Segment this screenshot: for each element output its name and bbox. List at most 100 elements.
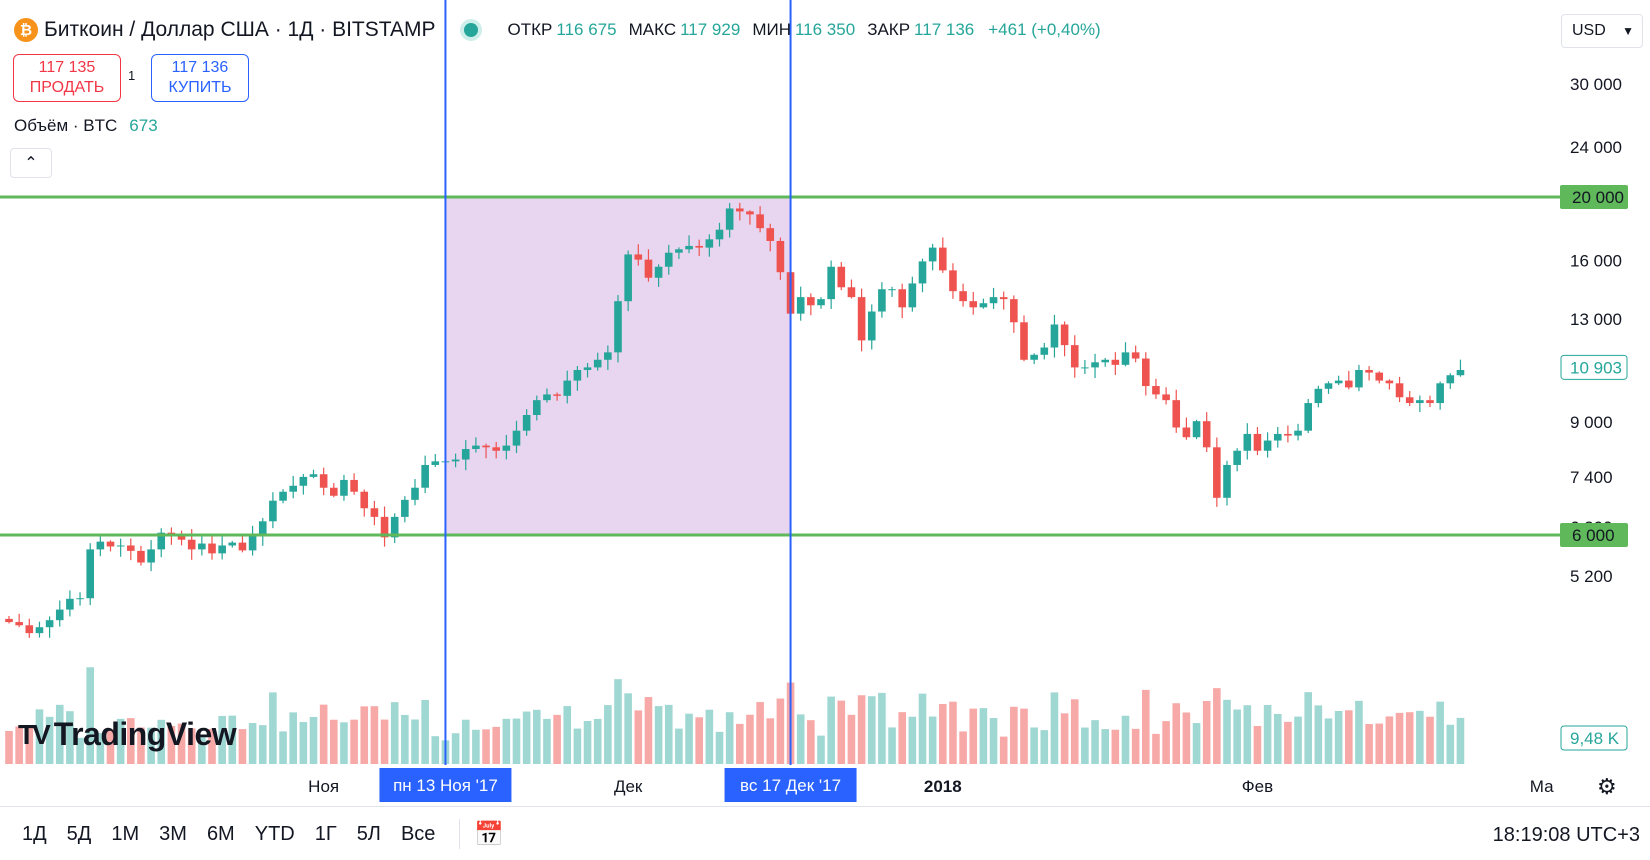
candle[interactable] [1101, 357, 1109, 367]
candle[interactable] [1284, 425, 1292, 443]
candle[interactable] [116, 538, 125, 557]
candle[interactable] [1253, 427, 1262, 456]
candle[interactable] [309, 469, 318, 479]
candle[interactable] [827, 260, 835, 309]
candle[interactable] [1263, 432, 1272, 458]
candle[interactable] [1152, 378, 1160, 399]
candle[interactable] [482, 443, 490, 459]
candle[interactable] [695, 239, 703, 256]
candle[interactable] [157, 528, 166, 558]
date-marker-tag[interactable] [379, 768, 512, 802]
candle[interactable] [1426, 395, 1434, 408]
candle[interactable] [1172, 389, 1181, 433]
candle[interactable] [725, 202, 734, 238]
candle[interactable] [583, 362, 592, 378]
candle[interactable] [715, 222, 724, 247]
candle[interactable] [1314, 385, 1323, 408]
candle[interactable] [208, 534, 216, 560]
candle[interactable] [228, 541, 237, 548]
candle[interactable] [289, 475, 297, 499]
candle[interactable] [370, 500, 379, 526]
candle[interactable] [390, 513, 399, 544]
candle[interactable] [553, 392, 561, 401]
candle[interactable] [380, 506, 389, 547]
price-scale[interactable] [1560, 0, 1650, 765]
candle[interactable] [25, 618, 34, 638]
candle[interactable] [502, 434, 511, 460]
candle[interactable] [1111, 352, 1120, 375]
sell-button[interactable]: 117 135 ПРОДАТЬ [13, 54, 121, 102]
candle[interactable] [1202, 412, 1211, 452]
candle[interactable] [776, 237, 785, 280]
candle[interactable] [654, 264, 663, 287]
candle[interactable] [705, 234, 714, 257]
candle[interactable] [807, 293, 815, 316]
range-button[interactable]: 1М [111, 822, 140, 845]
range-button[interactable]: YTD [254, 822, 295, 845]
candle[interactable] [847, 279, 856, 299]
candle[interactable] [614, 295, 622, 363]
candle[interactable] [959, 283, 967, 307]
candle[interactable] [1162, 387, 1170, 405]
candle[interactable] [918, 258, 927, 293]
candle[interactable] [66, 590, 74, 617]
candle[interactable] [5, 615, 13, 624]
candle[interactable] [878, 282, 886, 318]
candle[interactable] [1020, 315, 1028, 362]
candle[interactable] [604, 345, 612, 370]
candle[interactable] [746, 210, 754, 225]
date-marker-tag[interactable] [724, 768, 857, 802]
candle[interactable] [137, 545, 145, 566]
candle[interactable] [898, 283, 906, 319]
candle[interactable] [644, 249, 653, 282]
tradingview-logo[interactable]: TV TradingView [18, 716, 237, 753]
candle[interactable] [1355, 364, 1363, 392]
candle[interactable] [1070, 335, 1079, 378]
candle[interactable] [685, 235, 693, 254]
candle[interactable] [1050, 314, 1059, 358]
candle[interactable] [279, 489, 287, 504]
candle[interactable] [796, 286, 805, 321]
candle[interactable] [238, 535, 247, 553]
candle[interactable] [756, 206, 764, 233]
range-button[interactable]: Все [400, 822, 436, 845]
collapse-legend-button[interactable]: ⌃ [10, 148, 52, 178]
candle[interactable] [939, 237, 947, 273]
candle[interactable] [1233, 448, 1241, 472]
candle[interactable] [664, 244, 673, 275]
candle[interactable] [675, 247, 683, 259]
candle[interactable] [1192, 419, 1201, 440]
candle[interactable] [1060, 321, 1069, 357]
clock[interactable]: 18:19:08 UTC+3 [1492, 824, 1640, 846]
buy-button[interactable]: 117 136 КУПИТЬ [151, 54, 249, 102]
currency-select[interactable]: USD ▼ [1561, 14, 1643, 48]
candle[interactable] [1273, 426, 1282, 448]
candle[interactable] [1345, 370, 1353, 390]
candle[interactable] [969, 291, 978, 315]
range-button[interactable]: 6М [206, 822, 235, 845]
scale-settings-icon[interactable]: ⚙ [1597, 774, 1617, 799]
range-button[interactable]: 1Д [22, 822, 47, 845]
candle[interactable] [421, 455, 429, 494]
candle[interactable] [492, 441, 500, 459]
candle[interactable] [1121, 342, 1130, 367]
symbol-title[interactable]: Биткоин / Доллар США · 1Д · BITSTAMP [44, 18, 436, 41]
candle[interactable] [512, 420, 521, 454]
candle[interactable] [624, 250, 632, 312]
candle[interactable] [1040, 342, 1049, 360]
candle[interactable] [96, 535, 105, 557]
candle[interactable] [1081, 359, 1089, 375]
candle[interactable] [817, 297, 825, 309]
candle[interactable] [1395, 376, 1404, 403]
candle[interactable] [543, 388, 551, 403]
candle[interactable] [1213, 437, 1221, 507]
candle[interactable] [949, 263, 957, 299]
candle[interactable] [1304, 398, 1312, 434]
candle[interactable] [573, 366, 582, 391]
candle[interactable] [45, 616, 54, 638]
candle[interactable] [35, 621, 44, 638]
candle[interactable] [1243, 423, 1252, 460]
candle[interactable] [837, 261, 846, 291]
candle[interactable] [1446, 373, 1455, 389]
